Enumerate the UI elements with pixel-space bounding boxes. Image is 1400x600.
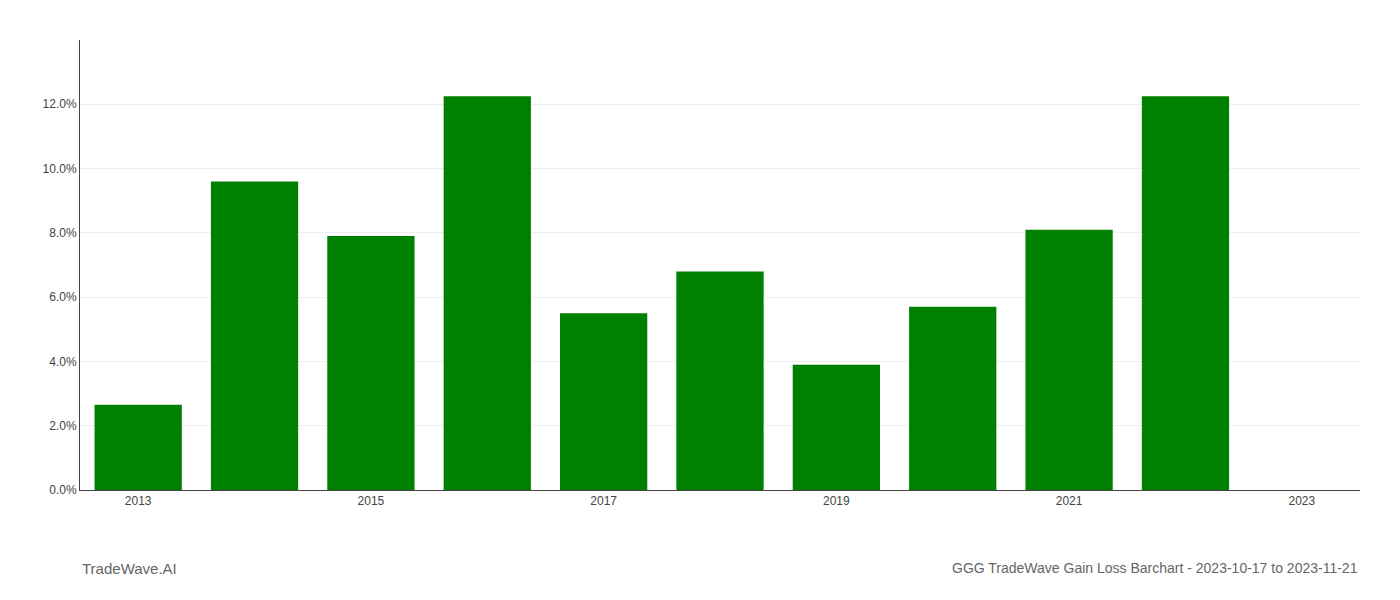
svg-text:2017: 2017 xyxy=(590,494,617,508)
svg-text:12.0%: 12.0% xyxy=(43,97,77,111)
svg-text:2023: 2023 xyxy=(1288,494,1315,508)
svg-text:2013: 2013 xyxy=(125,494,152,508)
svg-text:4.0%: 4.0% xyxy=(49,355,77,369)
svg-text:GGG TradeWave Gain Loss Barcha: GGG TradeWave Gain Loss Barchart - 2023-… xyxy=(952,560,1358,576)
svg-text:2019: 2019 xyxy=(823,494,850,508)
svg-text:6.0%: 6.0% xyxy=(49,290,77,304)
svg-text:2021: 2021 xyxy=(1056,494,1083,508)
svg-text:8.0%: 8.0% xyxy=(49,226,77,240)
svg-text:2015: 2015 xyxy=(358,494,385,508)
svg-text:0.0%: 0.0% xyxy=(49,483,77,497)
svg-text:TradeWave.AI: TradeWave.AI xyxy=(82,560,177,577)
svg-text:10.0%: 10.0% xyxy=(43,162,77,176)
svg-text:2.0%: 2.0% xyxy=(49,419,77,433)
